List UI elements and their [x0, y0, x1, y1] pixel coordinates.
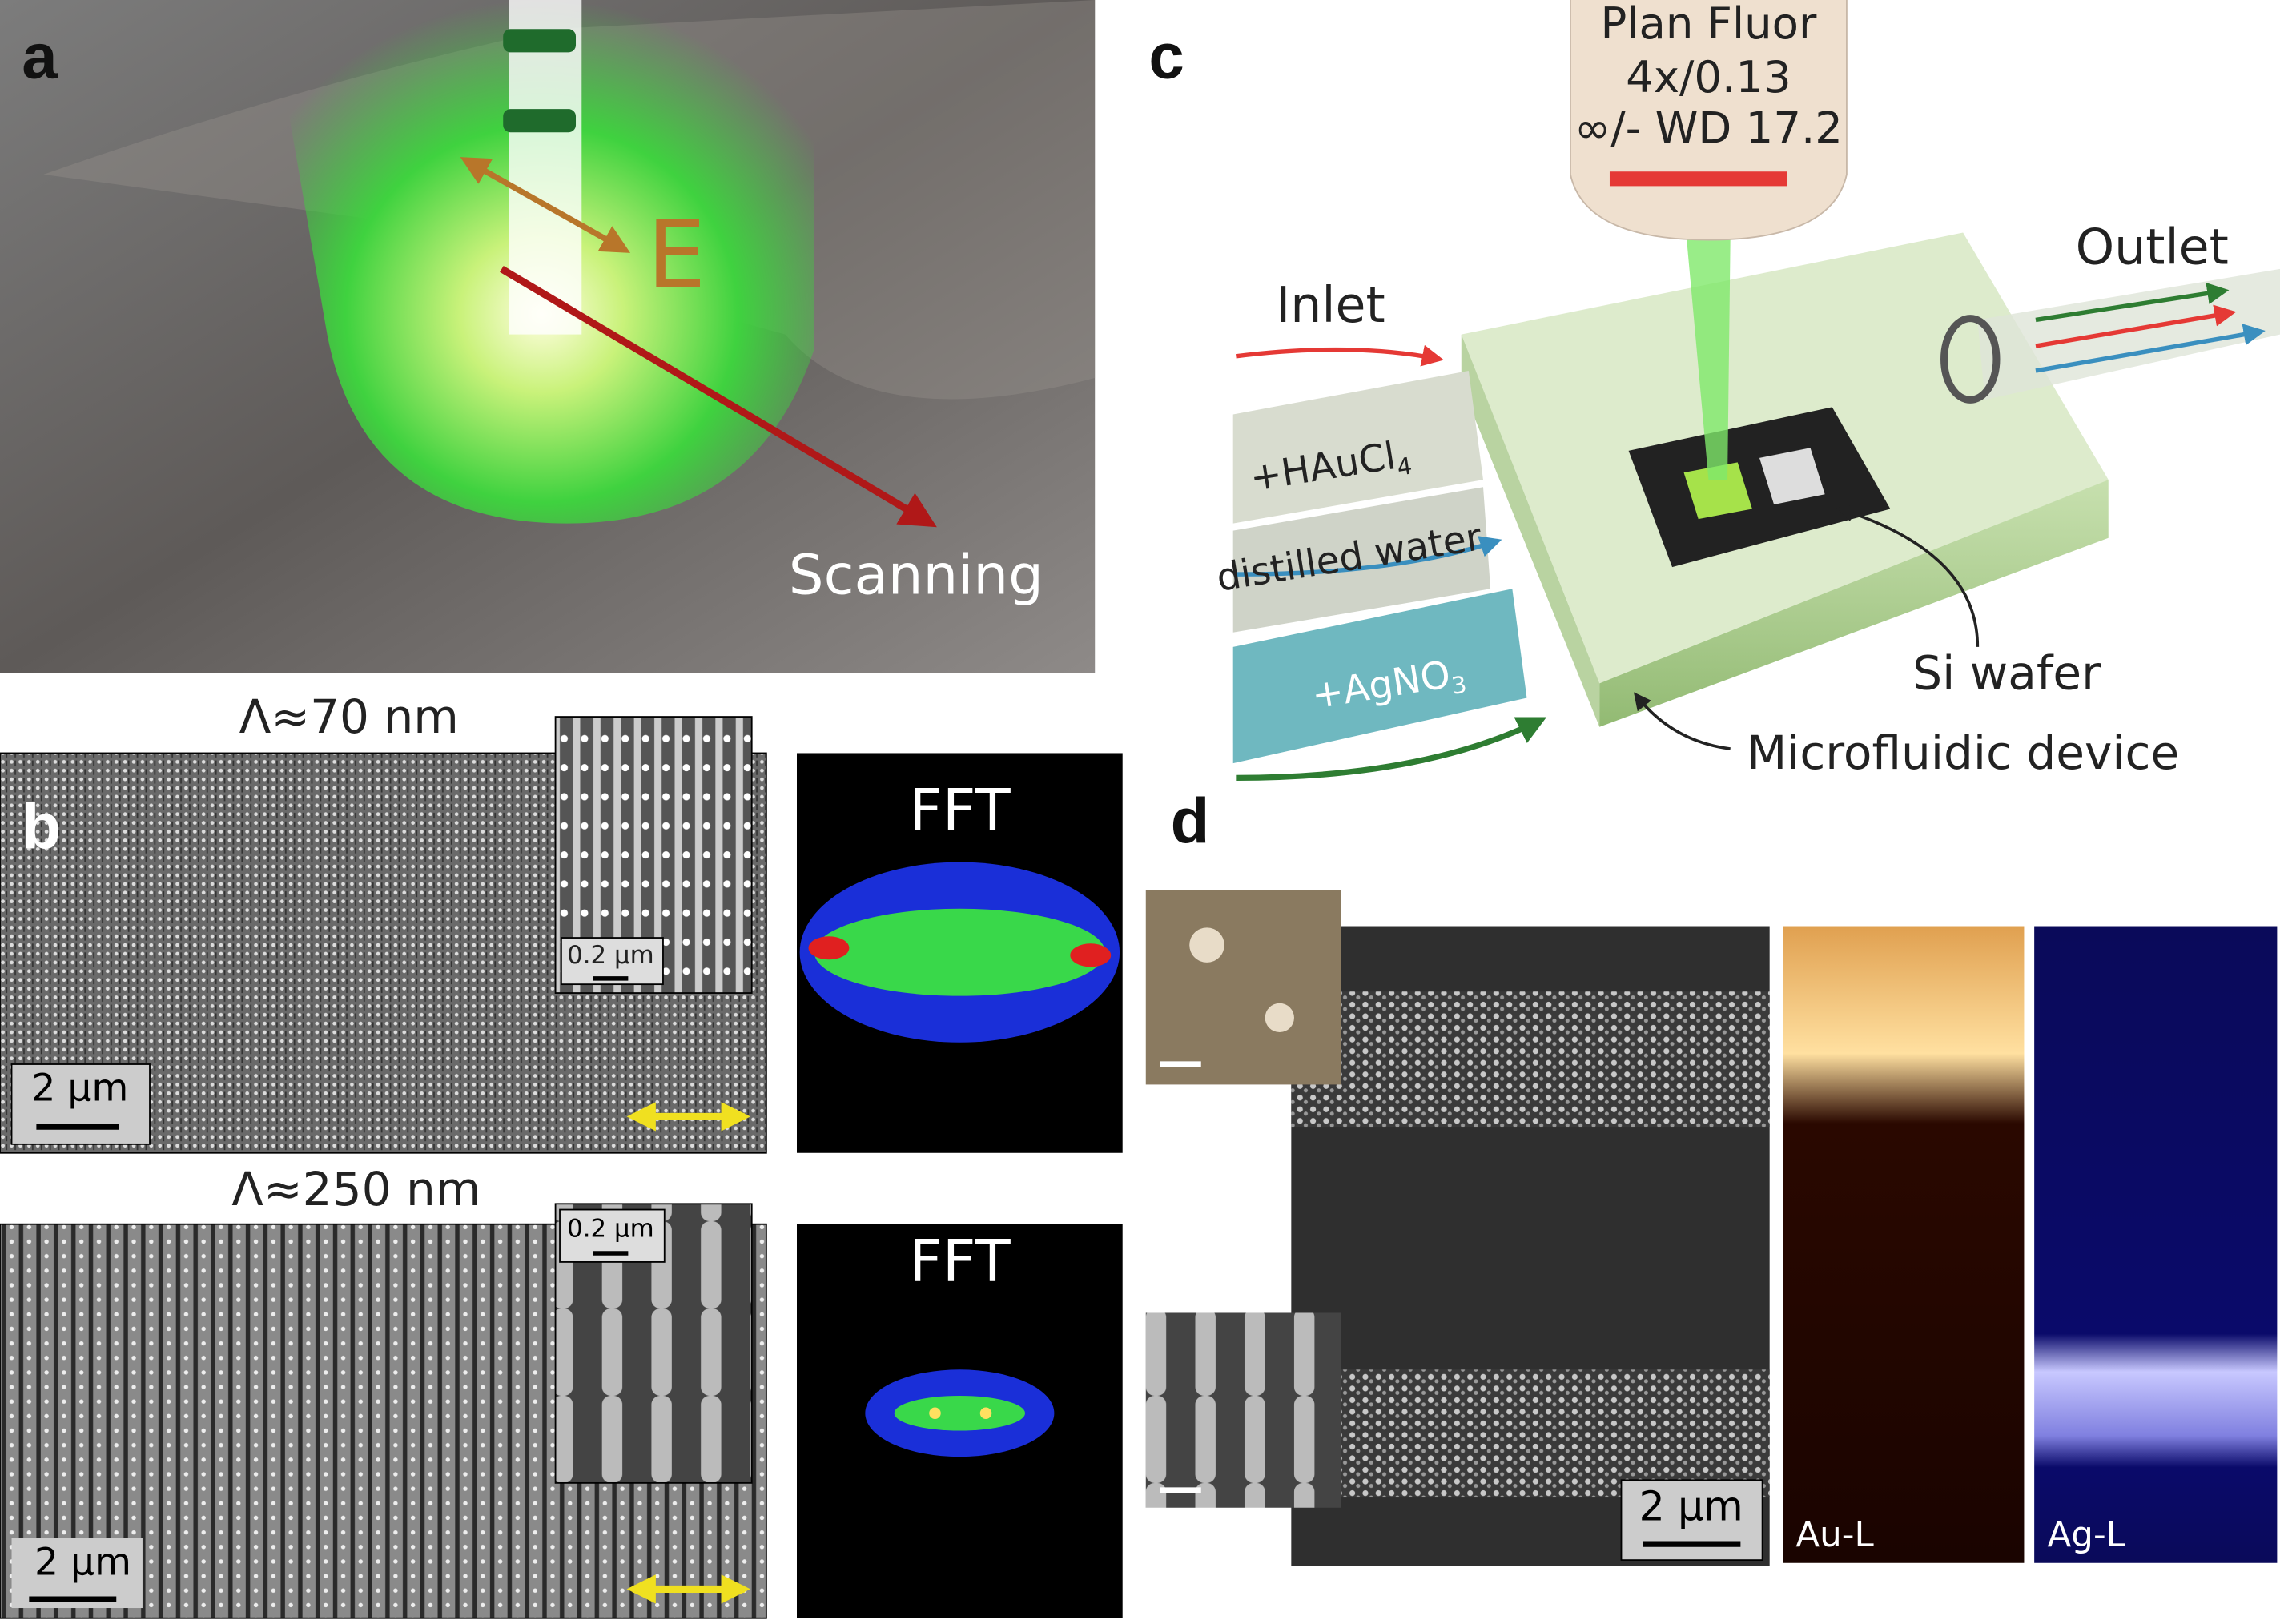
objective-text: Plan Fluor [1601, 0, 1817, 49]
map-label: Ag-L [2047, 1515, 2125, 1555]
objective-text: ∞/- WD 17.2 [1574, 103, 1843, 154]
microfluidic-device [1599, 480, 2109, 727]
si-wafer [1628, 407, 1891, 568]
panel-label: d [1171, 785, 1210, 856]
scale-label: 2 µm [31, 1067, 128, 1111]
scan-label: Scanning [789, 544, 1043, 608]
au-map [1783, 926, 2025, 1563]
scale-label: 0.2 µm [567, 941, 654, 970]
tube [1232, 370, 1484, 524]
scale-label: 2 µm [34, 1541, 131, 1585]
wafer-label: Si wafer [1912, 645, 2101, 700]
tube [1232, 487, 1491, 633]
fft-label: FFT [909, 1228, 1011, 1296]
sem-inset [1145, 890, 1341, 1085]
period-label: Λ≈70 nm [239, 689, 459, 744]
inlet-label: Inlet [1276, 276, 1385, 334]
panel-label: b [22, 791, 61, 862]
panel-a: a E Scanning [0, 0, 1096, 673]
outlet-label: Outlet [2076, 218, 2229, 275]
tube [1232, 589, 1527, 764]
panel-b: Λ≈70 nm 0.2 µm 2 µm b FFT Λ≈250 nm 0.2 µ… [0, 689, 1123, 1619]
scale-label: 0.2 µm [567, 1214, 654, 1243]
scale-label: 2 µm [1639, 1483, 1743, 1530]
laser-beam [1687, 239, 1731, 480]
field-arrow [460, 157, 631, 253]
period-label: Λ≈250 nm [231, 1162, 481, 1216]
ag-map [2034, 926, 2278, 1563]
panel-label: c [1148, 20, 1184, 91]
objective-text: 4x/0.13 [1626, 51, 1791, 103]
panel-c: c Plan Fluor 4x/0.13 ∞/- WD 17.2 Inlet O… [1148, 0, 2280, 781]
fft-label: FFT [909, 778, 1011, 845]
panel-d: d 2 µm Au-L Ag-L [1145, 785, 2278, 1566]
field-label: E [647, 202, 706, 310]
panel-label: a [22, 20, 58, 91]
scan-arrow [500, 265, 937, 528]
sem-inset [1145, 1312, 1341, 1508]
device-label: Microfluidic device [1747, 726, 2179, 780]
map-label: Au-L [1795, 1515, 1874, 1555]
